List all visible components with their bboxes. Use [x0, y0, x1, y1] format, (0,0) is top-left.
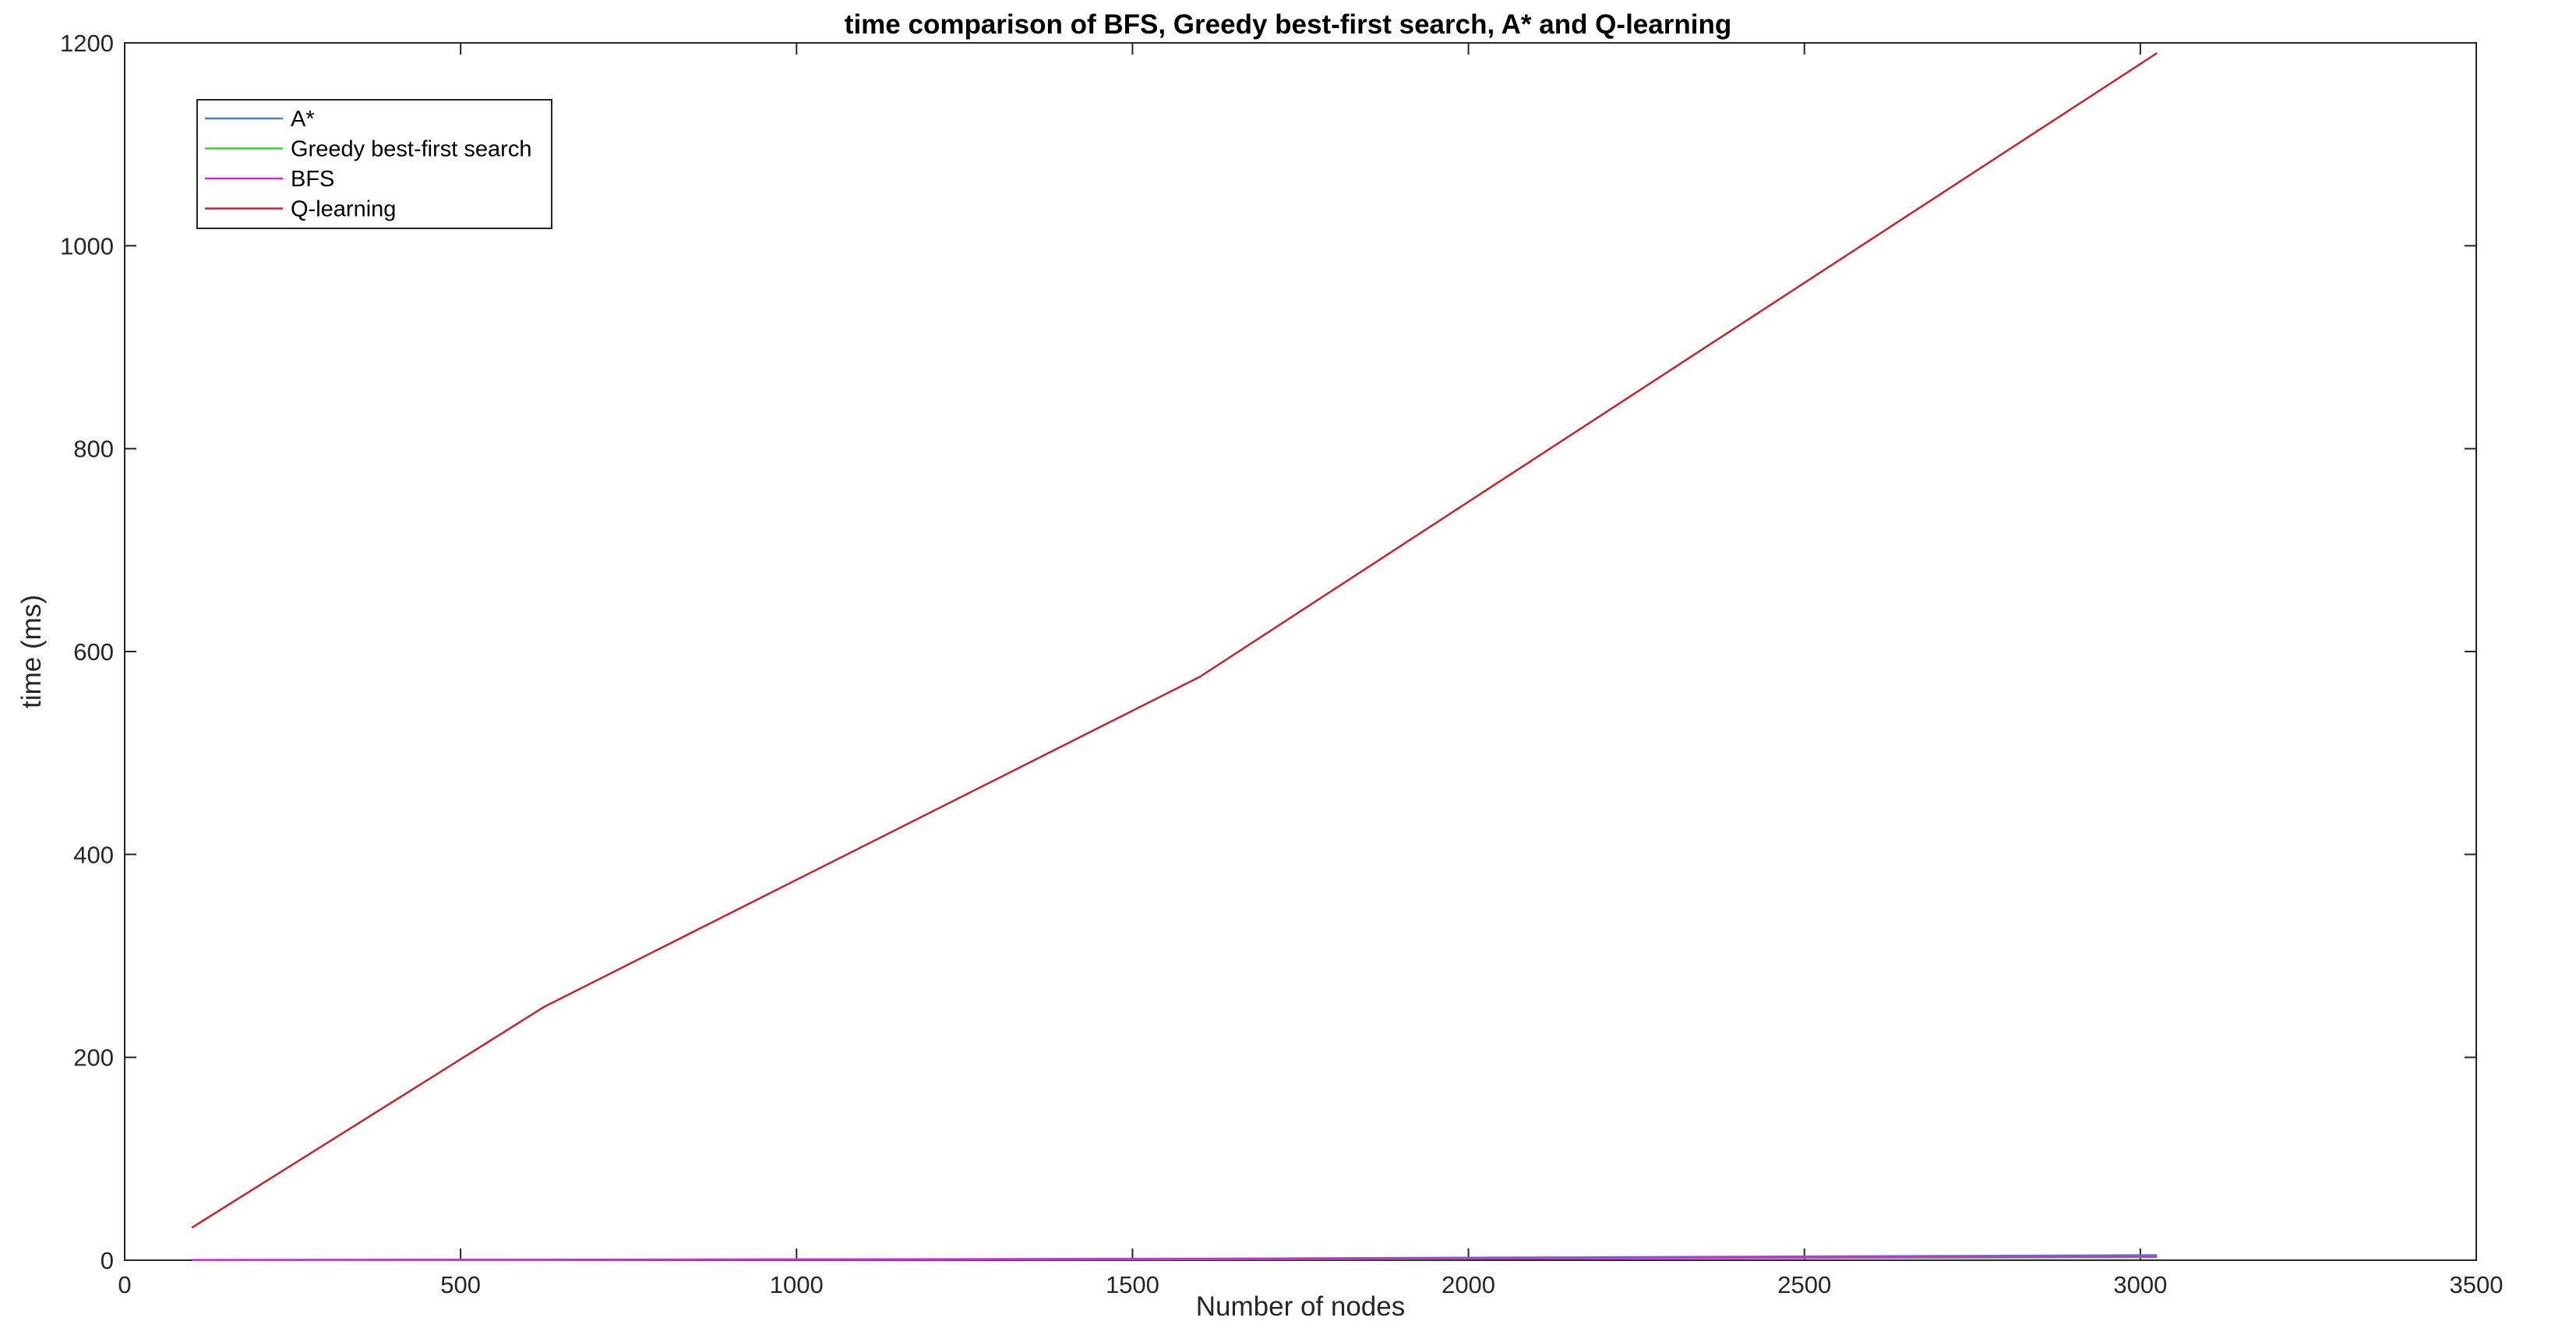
- series-line-q-learning: [191, 51, 2158, 1229]
- x-axis-label: Number of nodes: [1196, 1291, 1405, 1321]
- series-line-bfs: [192, 1256, 2158, 1261]
- x-tick-label: 1000: [770, 1271, 824, 1298]
- y-tick-label: 1000: [60, 232, 114, 260]
- y-tick-label: 400: [73, 841, 114, 868]
- x-tick-label: 2500: [1777, 1271, 1831, 1298]
- x-tick-label: 1500: [1106, 1271, 1159, 1298]
- legend-label-q-learning: Q-learning: [291, 197, 396, 222]
- y-tick-label: 200: [73, 1044, 114, 1072]
- y-tick-label: 800: [73, 436, 114, 463]
- x-tick-label: 3500: [2450, 1271, 2504, 1298]
- axis-ticks: 0 500 1000 1500 2000 2500 3000 3500 0 200 400 600 80…: [60, 30, 2503, 1298]
- legend: A* Greedy best-first search BFS Q-learning: [196, 99, 552, 229]
- y-tick-label: 0: [101, 1247, 114, 1274]
- y-tick-label: 1200: [60, 30, 114, 57]
- series-lines: [191, 51, 2158, 1262]
- legend-label-greedy-best-first-search: Greedy best-first search: [291, 137, 531, 162]
- legend-label-bfs: BFS: [291, 167, 334, 192]
- plot-area: [124, 42, 2477, 1261]
- legend-box: [196, 99, 552, 229]
- x-tick-label: 3000: [2113, 1271, 2167, 1298]
- chart-title: time comparison of BFS, Greedy best-firs…: [845, 9, 1731, 40]
- x-tick-label: 500: [440, 1271, 481, 1298]
- x-tick-label: 0: [118, 1271, 131, 1298]
- legend-label-a: A*: [291, 107, 315, 132]
- y-tick-label: 600: [73, 638, 114, 666]
- y-axis-label: time (ms): [16, 595, 47, 708]
- x-tick-label: 2000: [1442, 1271, 1495, 1298]
